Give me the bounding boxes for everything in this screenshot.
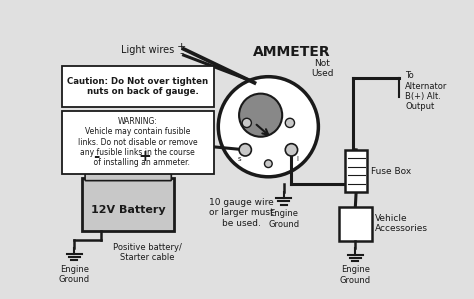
Circle shape	[239, 144, 251, 156]
Text: WARNING:
Vehicle may contain fusible
links. Do not disable or remove
any fusible: WARNING: Vehicle may contain fusible lin…	[78, 117, 197, 167]
Circle shape	[264, 160, 272, 167]
Bar	[339, 207, 372, 241]
Bar	[82, 178, 174, 231]
Text: Fuse Box: Fuse Box	[371, 167, 411, 176]
Circle shape	[239, 94, 282, 137]
FancyBboxPatch shape	[85, 171, 171, 181]
Bar	[134, 161, 145, 165]
Circle shape	[242, 118, 251, 127]
Circle shape	[285, 118, 294, 127]
Text: Vehicle
Accessories: Vehicle Accessories	[375, 214, 428, 234]
Text: -: -	[93, 149, 99, 164]
Text: To
Alternator
B(+) Alt.
Output: To Alternator B(+) Alt. Output	[405, 71, 448, 112]
Text: Engine
Ground: Engine Ground	[340, 265, 371, 285]
FancyBboxPatch shape	[62, 66, 214, 107]
Text: Engine
Ground: Engine Ground	[268, 209, 299, 228]
Text: Light wires: Light wires	[121, 45, 174, 55]
Circle shape	[220, 78, 317, 175]
Text: 12V Battery: 12V Battery	[91, 205, 165, 215]
Text: Positive battery/
Starter cable: Positive battery/ Starter cable	[113, 243, 182, 263]
Text: s: s	[237, 156, 241, 162]
Text: -: -	[179, 49, 183, 59]
FancyBboxPatch shape	[62, 111, 214, 174]
Text: I: I	[297, 156, 299, 162]
Text: +: +	[177, 42, 186, 52]
Text: Not
Used: Not Used	[311, 59, 334, 78]
Bar	[96, 161, 107, 165]
Text: AMMETER: AMMETER	[253, 45, 330, 59]
Text: Caution: Do Not over tighten
    nuts on back of gauge.: Caution: Do Not over tighten nuts on bac…	[67, 77, 208, 96]
Bar	[346, 150, 367, 192]
Circle shape	[285, 144, 298, 156]
Text: Engine
Ground: Engine Ground	[59, 265, 90, 284]
Text: 10 gauge wire
or larger must
be used.: 10 gauge wire or larger must be used.	[209, 198, 274, 228]
Text: +: +	[139, 149, 152, 164]
